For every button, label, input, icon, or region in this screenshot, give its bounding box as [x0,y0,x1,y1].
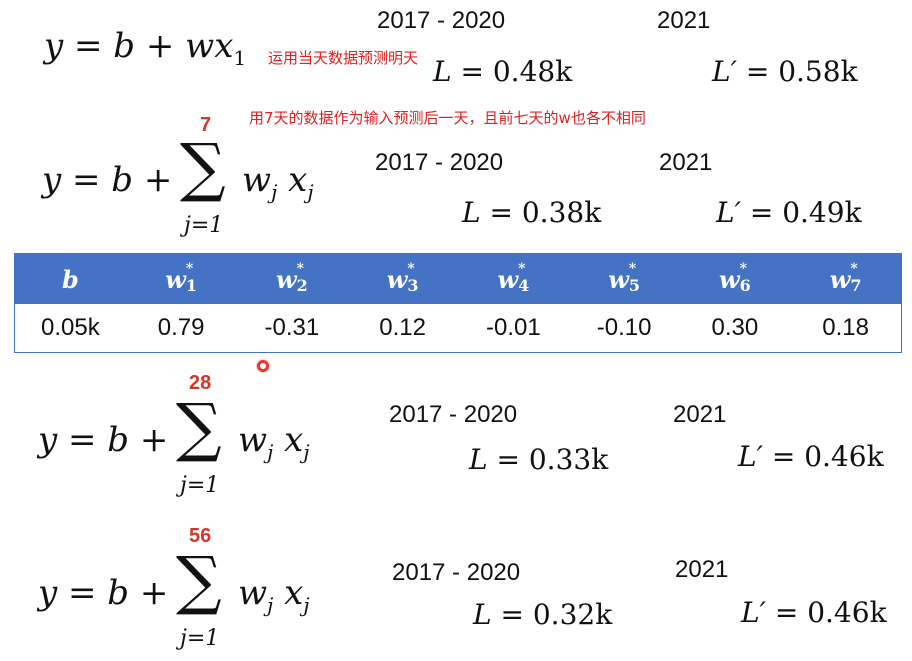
equation-1: y = b + wx1 [44,26,246,70]
note-2: 用7天的数据作为输入预测后一天，且前七天的w也各不相同 [249,109,646,127]
sum-term: wj xj [242,160,314,204]
sum-lhs: y = b + [38,573,169,613]
pointer-cursor-icon [256,359,270,373]
value-w7: 0.18 [822,314,869,341]
header-w2: w * 2 [275,261,308,295]
train-loss-3: L = 0.33k [469,443,609,476]
equation-1-var: x [214,26,234,66]
train-loss-1: L = 0.48k [433,55,573,88]
sum-upper-limit: 28 [189,372,212,394]
test-loss-3: L′ = 0.46k [738,440,884,473]
equation-1-lhs: y = b + w [44,26,215,66]
test-loss-2: L′ = 0.49k [716,196,862,229]
sum-term: wj xj [238,573,310,617]
train-years-4: 2017 - 2020 [392,559,521,586]
test-loss-1: L′ = 0.58k [712,55,858,88]
sum-symbol: ∑ [176,391,222,465]
value-w5: -0.10 [596,314,652,341]
sum-term: wj xj [238,420,310,464]
header-w4: w * 4 [497,261,530,295]
train-loss-4: L = 0.32k [473,598,613,631]
header-w1: w * 1 [165,261,198,295]
sum-lhs: y = b + [38,420,169,460]
weights-table: b w * 1 w * 2 w * 3 w * 4 w * 5 w * 6 w * 7 0.05k 0.79… [14,253,902,353]
header-w5: w * 5 [608,261,641,295]
header-w7: w * 7 [829,261,862,295]
note-1: 运用当天数据预测明天 [268,49,419,67]
sum-upper-limit: 56 [189,525,212,547]
header-w3: w * 3 [386,261,419,295]
header-w6: w * 6 [718,261,751,295]
value-w6: 0.30 [711,314,759,341]
table-header-row: b w * 1 w * 2 w * 3 w * 4 w * 5 w * 6 w * 7 [15,254,901,304]
test-year-2: 2021 [659,149,713,176]
test-year-4: 2021 [675,556,729,583]
sum-lower-limit: j=1 [180,473,220,498]
value-w3: 0.12 [379,314,426,341]
test-year-3: 2021 [673,401,727,428]
header-b: b [61,264,79,294]
value-w4: -0.01 [486,314,541,341]
train-loss-2: L = 0.38k [462,196,602,229]
value-w1: 0.79 [157,314,205,341]
sum-lhs: y = b + [42,160,173,200]
sum-upper-limit: 7 [200,114,212,136]
train-years-1: 2017 - 2020 [377,7,506,34]
value-b: 0.05k [41,314,100,341]
train-years-2: 2017 - 2020 [375,149,504,176]
sum-lower-limit: j=1 [184,213,224,238]
sum-lower-limit: j=1 [180,626,220,651]
test-year-1: 2021 [657,7,711,34]
value-w2: -0.31 [264,314,320,341]
table-row: 0.05k 0.79 -0.31 0.12 -0.01 -0.10 0.30 0… [15,304,901,352]
sum-symbol: ∑ [180,131,226,205]
test-loss-4: L′ = 0.46k [741,596,887,629]
equation-1-sub: 1 [233,46,247,70]
train-years-3: 2017 - 2020 [389,401,518,428]
sum-symbol: ∑ [176,544,222,618]
